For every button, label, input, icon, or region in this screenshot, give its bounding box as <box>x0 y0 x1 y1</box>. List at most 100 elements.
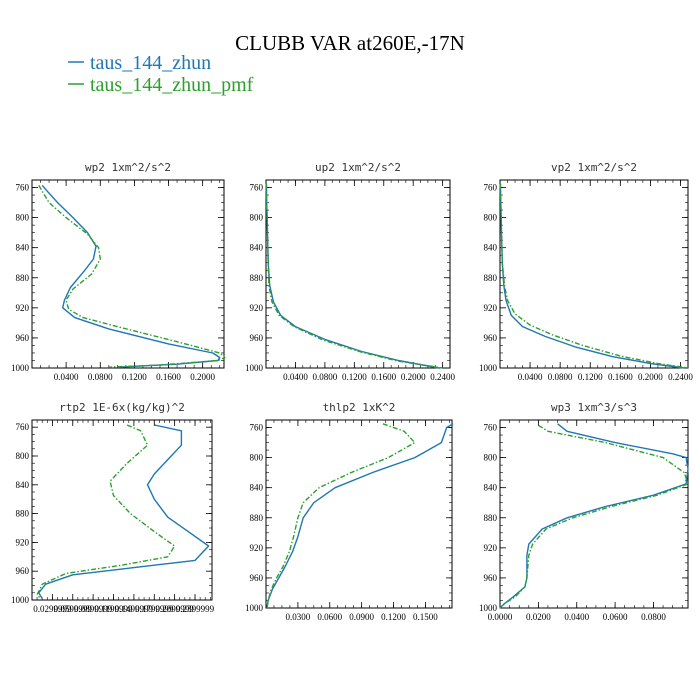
x-tick-label: 0.2000 <box>638 372 663 382</box>
y-tick-label: 920 <box>16 537 30 547</box>
y-tick-label: 920 <box>16 303 30 313</box>
y-tick-label: 1000 <box>479 363 498 373</box>
series-line-1 <box>38 424 210 599</box>
panel-3: vp2 1xm^2/s^2 760 800 840 880 920 960 1000 0.040… <box>479 161 693 382</box>
y-tick-label: 840 <box>16 243 30 253</box>
plot-frame <box>265 419 453 609</box>
legend-label-2: taus_144_zhun_pmf <box>90 74 254 96</box>
x-tick-label: 0.0200 <box>526 612 551 622</box>
x-tick-label: 0.2099999 <box>156 604 195 614</box>
y-tick-label: 800 <box>16 213 30 223</box>
panel-title: wp2 1xm^2/s^2 <box>85 161 171 174</box>
x-tick-label: 0.1200 <box>122 372 147 382</box>
y-tick-label: 880 <box>250 273 264 283</box>
y-tick-label: 1000 <box>245 603 264 613</box>
y-tick-label: 1000 <box>245 363 264 373</box>
panel-title: wp3 1xm^3/s^3 <box>551 401 637 414</box>
x-tick-label: 0.1200 <box>381 612 406 622</box>
panel-6: wp3 1xm^3/s^3 760 800 840 880 920 960 10000.000… <box>479 401 689 622</box>
x-tick-label: 0.1600 <box>371 372 396 382</box>
x-tick-label: 0.0400 <box>564 612 589 622</box>
series-line-2 <box>265 183 443 369</box>
x-tick-label: 0.2400 <box>668 372 693 382</box>
legend-label-1: taus_144_zhun <box>90 52 211 74</box>
y-tick-label: 960 <box>250 333 264 343</box>
series-line-2 <box>38 184 226 368</box>
y-tick-label: 880 <box>16 509 30 519</box>
y-tick-label: 920 <box>250 303 264 313</box>
panel-title: rtp2 1E-6x(kg/kg)^2 <box>59 401 185 414</box>
y-tick-label: 760 <box>484 423 498 433</box>
legend: taus_144_zhun taus_144_zhun_pmf <box>68 52 254 96</box>
panel-5: thlp2 1xK^2 760 800 840 880 920 960 1000 0.0300 0… <box>245 401 454 622</box>
panel-4: rtp2 1E-6x(kg/kg)^2 760 800 840 880 920 960 100… <box>11 401 215 614</box>
y-tick-label: 840 <box>484 483 498 493</box>
x-tick-label: 0.0400 <box>54 372 79 382</box>
x-tick-label: 0.0299999 <box>33 604 72 614</box>
y-tick-label: 800 <box>484 453 498 463</box>
y-tick-label: 840 <box>250 483 264 493</box>
x-tick-label: 0.1199999 <box>95 604 133 614</box>
x-tick-label: 0.0600 <box>317 612 342 622</box>
x-tick-label: 0.0900 <box>349 612 374 622</box>
y-tick-label: 920 <box>484 543 498 553</box>
x-tick-label: 0.0800 <box>641 612 666 622</box>
y-tick-label: 880 <box>16 273 30 283</box>
x-tick-label: 0.0800 <box>548 372 573 382</box>
plot-frame <box>31 419 213 601</box>
y-tick-label: 960 <box>250 573 264 583</box>
series-line-1 <box>41 184 221 368</box>
y-tick-label: 960 <box>16 566 30 576</box>
x-tick-label: 0.0400 <box>283 372 308 382</box>
y-tick-label: 960 <box>16 333 30 343</box>
series-line-1 <box>499 423 689 609</box>
series-line-2 <box>499 424 689 609</box>
x-tick-label: 0.0600 <box>603 612 628 622</box>
y-tick-label: 760 <box>16 183 30 193</box>
y-tick-label: 960 <box>484 333 498 343</box>
y-tick-label: 800 <box>484 213 498 223</box>
x-tick-label: 0.1799999 <box>135 604 174 614</box>
plot-frame <box>499 179 689 369</box>
y-tick-label: 880 <box>250 513 264 523</box>
y-tick-label: 1000 <box>11 595 30 605</box>
x-tick-label: 0.2000 <box>401 372 426 382</box>
series-line-1 <box>499 183 685 369</box>
panel-title: up2 1xm^2/s^2 <box>315 161 401 174</box>
y-tick-label: 920 <box>484 303 498 313</box>
y-tick-label: 840 <box>250 243 264 253</box>
series-line-2 <box>499 183 689 369</box>
y-tick-label: 840 <box>16 480 30 490</box>
y-tick-label: 760 <box>484 183 498 193</box>
panel-title: vp2 1xm^2/s^2 <box>551 161 637 174</box>
x-tick-label: 0.0899999 <box>74 604 113 614</box>
x-tick-label: 0.0000 <box>488 612 513 622</box>
series-line-2 <box>36 424 176 599</box>
x-tick-label: 0.1600 <box>156 372 181 382</box>
y-tick-label: 920 <box>250 543 264 553</box>
chart-title: CLUBB VAR at260E,-17N <box>235 31 465 55</box>
x-tick-label: 0.0800 <box>88 372 113 382</box>
y-tick-label: 800 <box>16 451 30 461</box>
series-line-2 <box>266 423 416 609</box>
panels: wp2 1xm^2/s^2 760 800 840 880 920 960 1000 0.040… <box>11 161 693 622</box>
panel-title: thlp2 1xK^2 <box>323 401 396 414</box>
x-tick-label: 0.0800 <box>313 372 338 382</box>
plot-frame <box>265 179 451 369</box>
x-tick-label: 0.2400 <box>430 372 455 382</box>
y-tick-label: 1000 <box>479 603 498 613</box>
series-line-1 <box>266 423 454 609</box>
panel-2: up2 1xm^2/s^2 760 800 840 880 920 960 1000 0.040… <box>245 161 456 382</box>
plot-frame <box>499 419 689 609</box>
y-tick-label: 840 <box>484 243 498 253</box>
y-tick-label: 880 <box>484 273 498 283</box>
x-tick-label: 0.1500 <box>413 612 438 622</box>
plot-frame <box>31 179 225 369</box>
x-tick-label: 0.1200 <box>578 372 603 382</box>
x-tick-label: 0.2399999 <box>176 604 215 614</box>
y-tick-label: 960 <box>484 573 498 583</box>
y-tick-label: 880 <box>484 513 498 523</box>
y-tick-label: 800 <box>250 213 264 223</box>
y-tick-label: 760 <box>250 183 264 193</box>
